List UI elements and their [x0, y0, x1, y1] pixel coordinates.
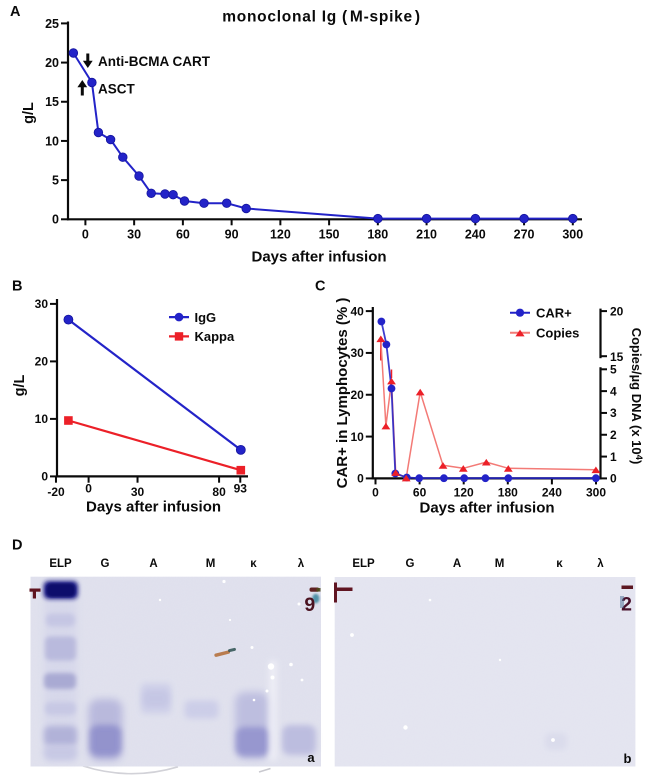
svg-text:40: 40 [350, 304, 364, 318]
svg-text:120: 120 [270, 228, 291, 242]
svg-text:240: 240 [465, 228, 486, 242]
svg-text:G: G [101, 558, 110, 570]
svg-text:90: 90 [225, 228, 239, 242]
svg-text:a: a [307, 750, 315, 765]
svg-text:30: 30 [350, 346, 364, 360]
svg-text:IgG: IgG [195, 310, 217, 325]
svg-text:M: M [495, 558, 505, 570]
svg-text:Anti-BCMA CART: Anti-BCMA CART [98, 54, 211, 69]
svg-text:15: 15 [45, 95, 59, 109]
svg-text:15: 15 [610, 350, 624, 364]
svg-text:λ: λ [597, 558, 604, 570]
svg-text:20: 20 [45, 56, 59, 70]
svg-text:monoclonal Ig(M-spike): monoclonal Ig(M-spike) [222, 8, 421, 25]
svg-text:g/L: g/L [12, 374, 28, 396]
svg-text:60: 60 [176, 228, 190, 242]
svg-text:10: 10 [45, 134, 59, 148]
svg-text:b: b [624, 751, 632, 766]
svg-text:20: 20 [610, 304, 624, 318]
svg-text:210: 210 [416, 228, 437, 242]
svg-text:300: 300 [586, 486, 606, 500]
svg-text:4: 4 [610, 384, 617, 398]
svg-text:0: 0 [357, 472, 364, 486]
svg-text:25: 25 [45, 17, 59, 31]
svg-text:Days after infusion: Days after infusion [86, 499, 221, 516]
svg-text:Days after infusion: Days after infusion [419, 500, 554, 517]
svg-text:ELP: ELP [352, 558, 375, 570]
svg-text:5: 5 [610, 363, 617, 377]
svg-text:B: B [12, 279, 22, 295]
svg-text:0: 0 [41, 470, 48, 484]
svg-text:κ: κ [250, 558, 257, 570]
svg-text:M: M [206, 558, 216, 570]
svg-text:CAR+: CAR+ [536, 305, 572, 320]
svg-text:CAR+ in Lymphocytes (% ): CAR+ in Lymphocytes (% ) [334, 298, 351, 489]
svg-text:0: 0 [610, 472, 617, 486]
svg-text:30: 30 [131, 485, 145, 499]
svg-text:2: 2 [610, 428, 617, 442]
svg-text:120: 120 [454, 486, 474, 500]
svg-text:C: C [315, 279, 326, 295]
svg-text:ELP: ELP [49, 558, 72, 570]
svg-text:0: 0 [85, 482, 92, 496]
svg-text:Copies/µg DNA (x 104): Copies/µg DNA (x 104) [629, 328, 644, 465]
svg-text:0: 0 [372, 486, 379, 500]
svg-text:Days after infusion: Days after infusion [251, 249, 386, 266]
svg-text:10: 10 [350, 430, 364, 444]
svg-text:9: 9 [304, 594, 315, 616]
svg-text:λ: λ [298, 558, 305, 570]
svg-text:180: 180 [367, 228, 388, 242]
svg-text:20: 20 [35, 355, 49, 369]
svg-text:0: 0 [52, 213, 59, 227]
svg-text:Kappa: Kappa [195, 329, 236, 344]
svg-text:150: 150 [319, 228, 340, 242]
svg-text:60: 60 [413, 486, 427, 500]
svg-text:30: 30 [35, 297, 49, 311]
svg-text:240: 240 [542, 486, 562, 500]
svg-text:93: 93 [234, 482, 248, 496]
svg-text:3: 3 [610, 406, 617, 420]
svg-text:-20: -20 [47, 485, 65, 499]
svg-text:Copies: Copies [536, 325, 579, 340]
svg-text:A: A [149, 558, 157, 570]
svg-text:A: A [10, 4, 21, 20]
svg-text:G: G [406, 558, 415, 570]
svg-text:20: 20 [350, 388, 364, 402]
svg-text:10: 10 [35, 412, 49, 426]
svg-text:A: A [453, 558, 461, 570]
svg-text:D: D [12, 538, 22, 554]
svg-text:5: 5 [52, 174, 59, 188]
svg-text:κ: κ [556, 558, 563, 570]
svg-text:180: 180 [498, 486, 518, 500]
svg-text:300: 300 [562, 228, 583, 242]
svg-text:80: 80 [212, 485, 226, 499]
svg-text:0: 0 [82, 228, 89, 242]
svg-text:ASCT: ASCT [98, 81, 136, 96]
svg-text:270: 270 [514, 228, 535, 242]
svg-text:30: 30 [127, 228, 141, 242]
svg-text:1: 1 [610, 450, 617, 464]
svg-text:2: 2 [621, 594, 632, 616]
svg-text:g/L: g/L [21, 102, 37, 124]
